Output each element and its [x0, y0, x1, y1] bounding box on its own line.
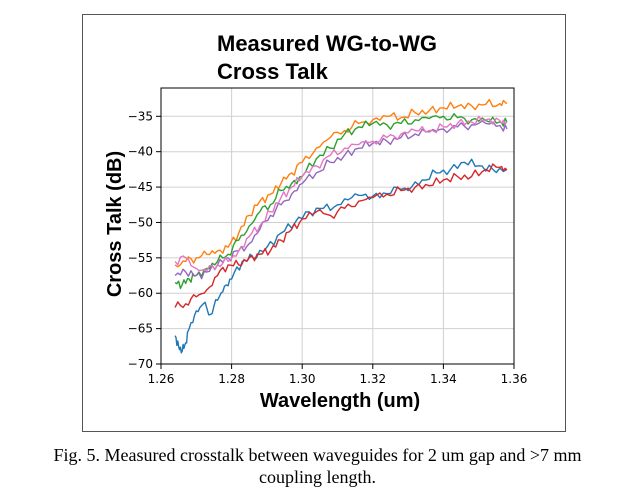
chart-title-line-1: Measured WG-to-WG: [217, 31, 437, 56]
figure-frame: [82, 14, 566, 432]
x-axis-label: Wavelength (um): [260, 390, 420, 412]
caption-line-1: Fig. 5. Measured crosstalk between waveg…: [53, 445, 582, 465]
y-tick-label: −40: [128, 145, 153, 159]
x-tick-label: 1.28: [218, 372, 245, 386]
y-tick-label: −35: [128, 109, 153, 123]
series-layer: [174, 98, 508, 354]
x-tick-label: 1.26: [148, 372, 175, 386]
series-line-4: [174, 163, 508, 309]
crosstalk-chart: 1.26 1.28 1.30 1.32 1.34 1.36 −35 −40 −45 −50 −55 −…: [104, 87, 528, 412]
series-line-6: [174, 115, 508, 272]
series-line-2: [174, 98, 508, 268]
y-tick-label: −50: [128, 215, 153, 229]
series-line-5: [174, 120, 508, 280]
figure-caption: Fig. 5. Measured crosstalk between waveg…: [0, 444, 635, 488]
x-tick-label: 1.36: [501, 372, 528, 386]
x-tick-label: 1.34: [430, 372, 457, 386]
series-line-1: [174, 158, 508, 354]
x-tick-label: 1.30: [289, 372, 316, 386]
grid: [160, 88, 515, 365]
y-tick-label: −60: [128, 286, 153, 300]
y-tick-label: −65: [128, 322, 153, 336]
x-tick-label: 1.32: [359, 372, 386, 386]
y-tick-label: −70: [128, 357, 153, 371]
y-tick-label: −45: [128, 180, 153, 194]
tick-layer: 1.26 1.28 1.30 1.32 1.34 1.36 −35 −40 −45 −50 −55 −…: [128, 109, 528, 386]
chart-title: Measured WG-to-WG Cross Talk: [217, 30, 437, 86]
plot-area-frame: [160, 87, 515, 365]
chart-title-line-2: Cross Talk: [217, 59, 328, 84]
y-axis-label: Cross Talk (dB): [104, 151, 126, 297]
series-line-3: [174, 113, 508, 290]
caption-line-2: coupling length.: [259, 467, 376, 487]
y-tick-label: −55: [128, 251, 153, 265]
